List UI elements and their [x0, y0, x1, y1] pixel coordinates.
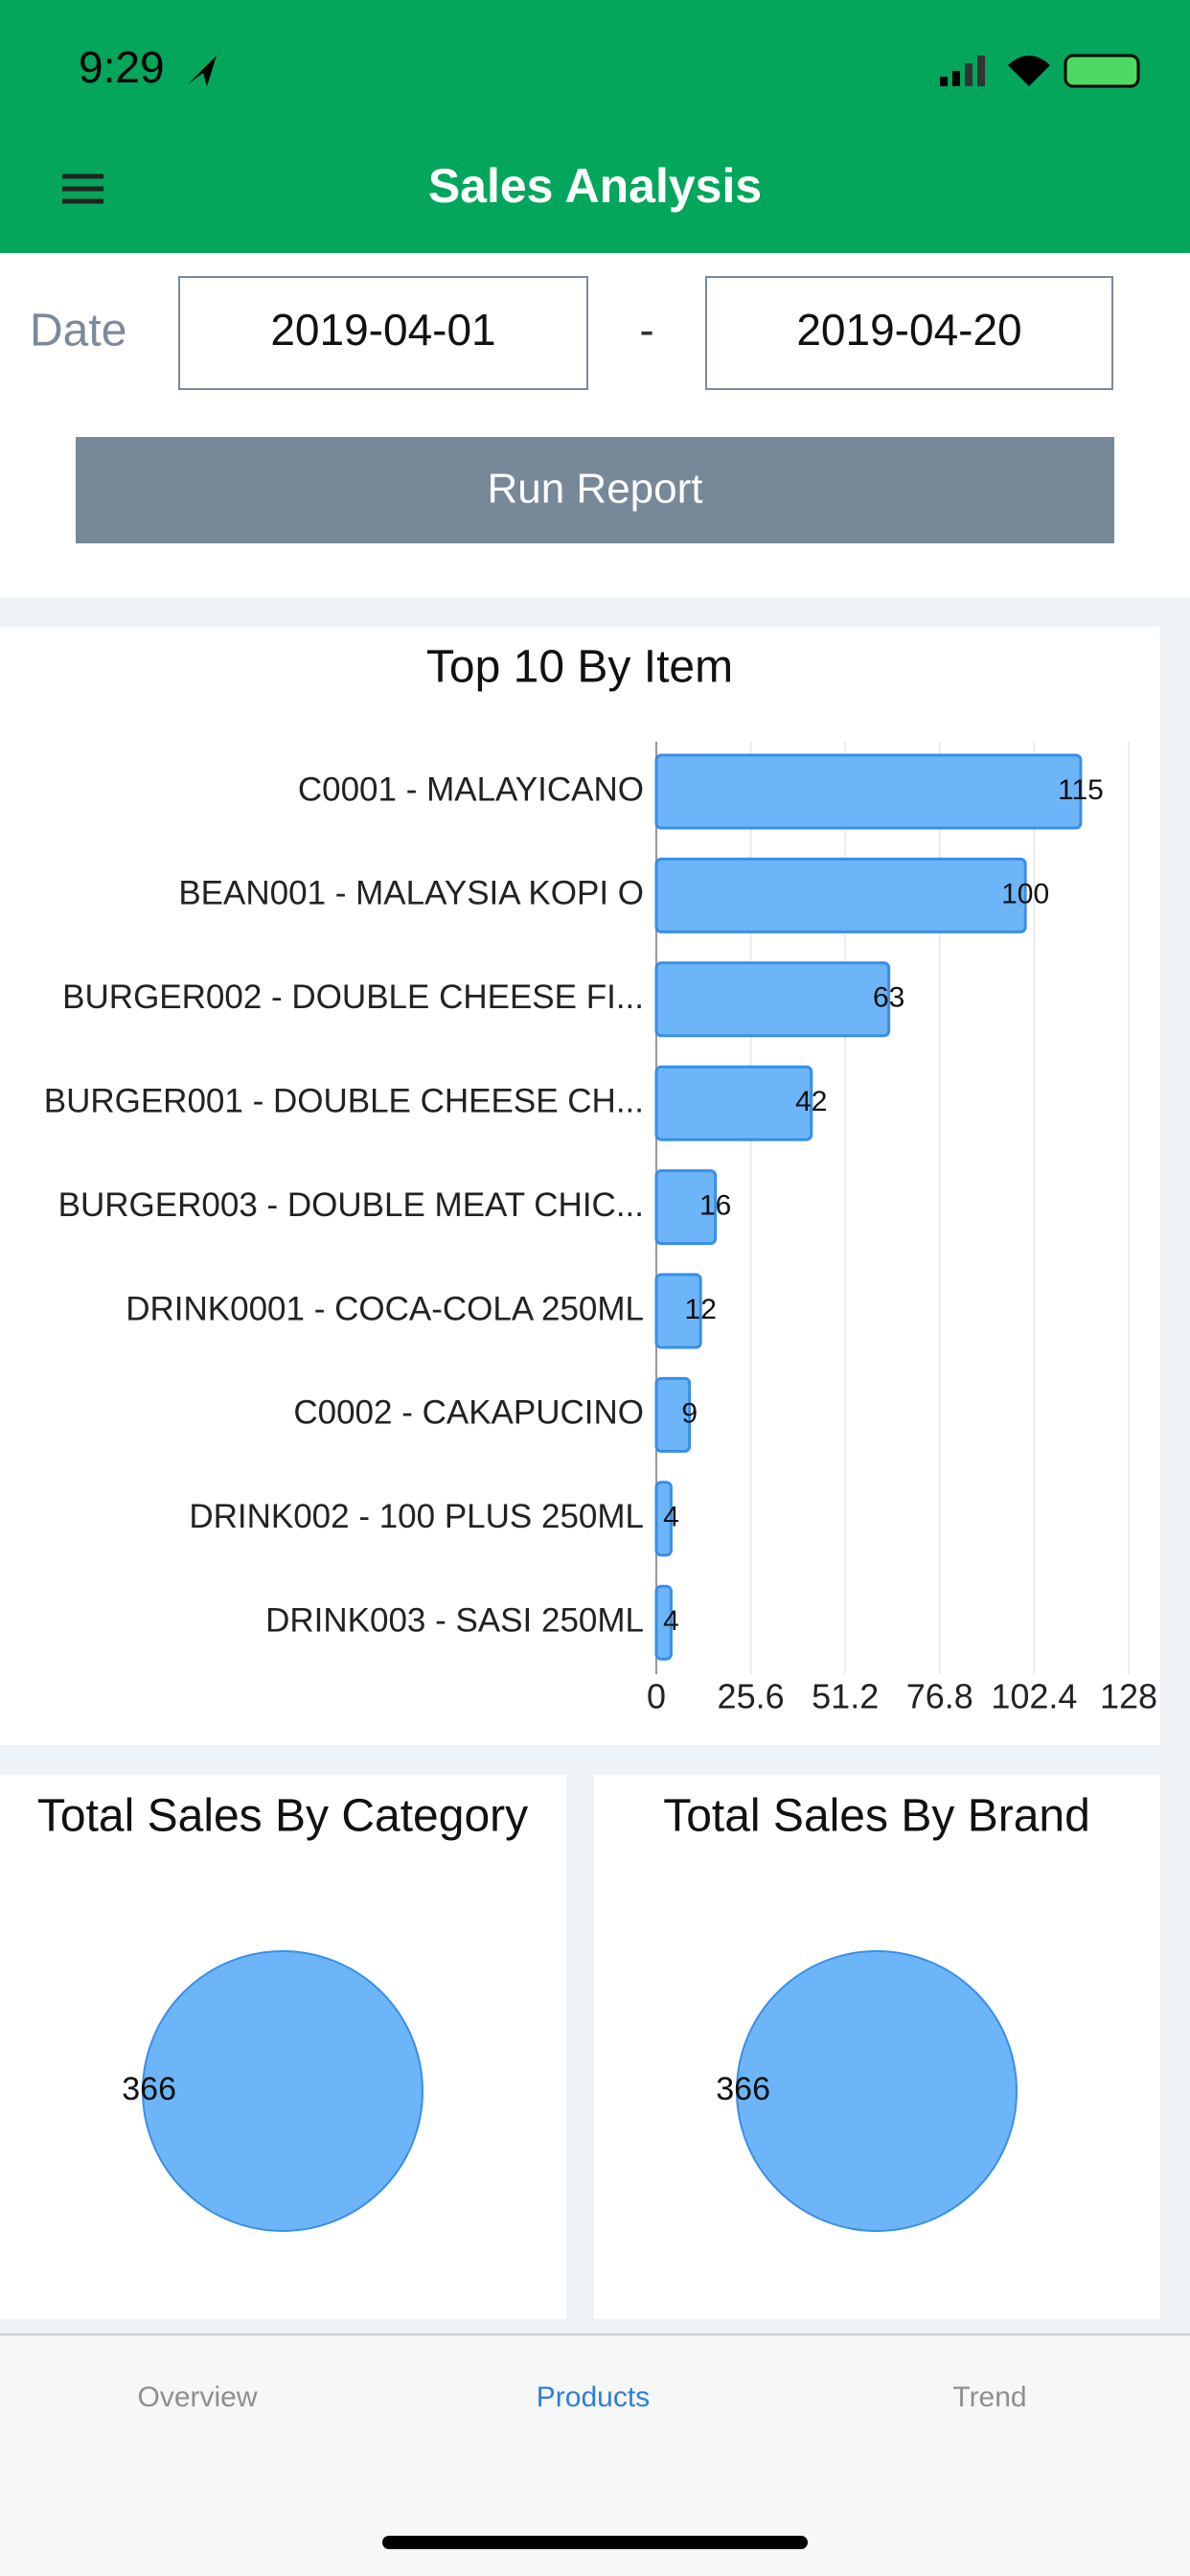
data-label: 42	[795, 1086, 827, 1117]
x-tick-label: 102.4	[991, 1677, 1077, 1716]
tab[interactable]: Overview	[137, 2381, 257, 2413]
x-tick-label: 25.6	[718, 1677, 785, 1716]
y-tick-label: C0001 - MALAYICANO	[298, 770, 644, 808]
data-label: 4	[663, 1605, 679, 1637]
chart-title: Top 10 By Item	[426, 642, 733, 693]
data-label: 63	[873, 982, 904, 1014]
bar	[654, 1584, 673, 1661]
wifi-icon	[1008, 56, 1050, 86]
bar	[654, 1065, 813, 1141]
pie-slice	[736, 1950, 1018, 2232]
bar	[654, 857, 1027, 933]
y-tick-label: DRINK003 - SASI 250ML	[265, 1601, 644, 1639]
y-tick-label: C0002 - CAKAPUCINO	[293, 1394, 644, 1432]
home-indicator	[382, 2536, 808, 2549]
x-tick-label: 128	[1100, 1677, 1157, 1716]
bar	[654, 753, 1083, 830]
bar	[654, 1481, 673, 1557]
header-title: Sales Analysis	[428, 159, 762, 213]
data-label: 366	[122, 2071, 176, 2107]
tab[interactable]: Trend	[952, 2381, 1026, 2413]
header-bar	[0, 0, 1190, 253]
signal-icon	[940, 56, 985, 86]
date-to-input[interactable]	[705, 276, 1113, 390]
date-label: Date	[30, 306, 126, 356]
y-tick-label: DRINK0001 - COCA-COLA 250ML	[126, 1290, 644, 1327]
bar	[654, 1273, 702, 1349]
data-label: 100	[1001, 878, 1049, 909]
y-tick-label: BURGER001 - DOUBLE CHEESE CH...	[44, 1082, 644, 1119]
chart-title: Total Sales By Brand	[663, 1791, 1090, 1842]
y-tick-label: BURGER002 - DOUBLE CHEESE FI...	[62, 978, 644, 1016]
tab-active[interactable]: Products	[537, 2381, 650, 2413]
x-tick-label: 0	[647, 1677, 666, 1716]
location-icon	[188, 56, 217, 86]
chart-title: Total Sales By Category	[37, 1791, 528, 1842]
date-separator: -	[639, 305, 653, 355]
charts: Top 10 By Item 0 25.6 51.2 76.8 102.4 128 C0001…	[37, 642, 1157, 2232]
data-label: 4	[663, 1502, 679, 1533]
bar	[654, 961, 891, 1038]
y-tick-label: BURGER003 - DOUBLE MEAT CHIC...	[58, 1186, 644, 1224]
status-time: 9:29	[79, 42, 165, 92]
date-from: 2019-04-01	[270, 305, 495, 355]
y-tick-label: BEAN001 - MALAYSIA KOPI O	[178, 875, 644, 912]
data-label: 16	[699, 1190, 731, 1222]
run-report-button[interactable]	[76, 437, 1114, 543]
date-to: 2019-04-20	[796, 305, 1021, 355]
data-label: 366	[716, 2071, 770, 2107]
button-label: Run Report	[487, 466, 702, 513]
data-label: 9	[681, 1397, 698, 1429]
menu-button[interactable]	[62, 173, 103, 204]
bar	[654, 1376, 692, 1453]
y-tick-label: DRINK002 - 100 PLUS 250ML	[189, 1498, 644, 1535]
data-label: 115	[1058, 774, 1104, 806]
x-tick-label: 51.2	[812, 1677, 879, 1716]
pie-slice	[142, 1950, 423, 2232]
x-tick-label: 76.8	[906, 1677, 973, 1716]
battery-icon	[1064, 54, 1140, 88]
data-label: 12	[685, 1294, 717, 1325]
date-from-input[interactable]	[178, 276, 588, 390]
bar	[654, 1169, 718, 1246]
